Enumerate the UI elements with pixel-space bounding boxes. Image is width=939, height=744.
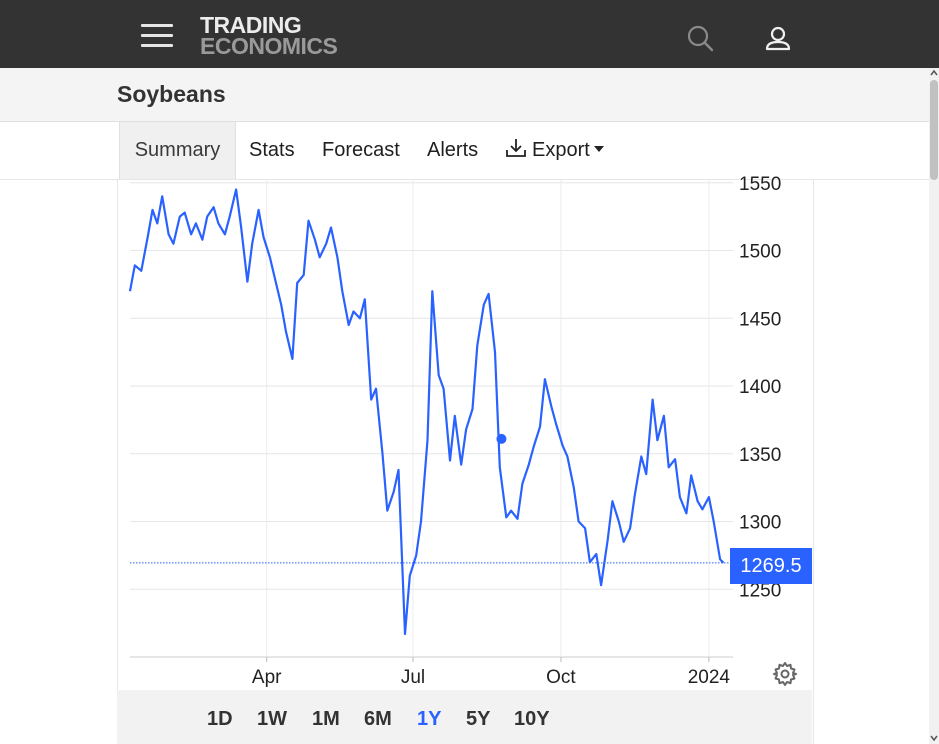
range-1w-button[interactable]: 1W [257,708,287,730]
tab-export-label: Export [532,139,590,161]
tab-alerts-label: Alerts [427,139,479,161]
page-title: Soybeans [117,81,226,107]
user-icon[interactable] [764,25,794,55]
range-5y-button[interactable]: 5Y [466,708,491,730]
range-1d-button[interactable]: 1D [207,708,233,730]
range-1m-button[interactable]: 1M [312,708,340,730]
scrollbar-thumb[interactable] [930,80,938,180]
range-10y-button[interactable]: 10Y [514,708,550,730]
logo-line-economics: ECONOMICS [200,33,338,59]
tab-stats-label: Stats [249,139,295,161]
search-icon[interactable] [686,24,716,54]
tab-export[interactable]: Export [505,122,604,179]
last-price-label: 1269.5 [730,548,812,584]
site-logo[interactable]: TRADING ECONOMICS [200,12,338,59]
hamburger-menu-icon[interactable] [141,24,173,48]
tab-summary-label: Summary [134,139,221,161]
top-navigation-bar: TRADING ECONOMICS [0,0,939,68]
scroll-up-icon[interactable] [929,68,939,78]
range-6m-button[interactable]: 6M [364,708,392,730]
tab-summary[interactable]: Summary [119,122,236,179]
chart-panel[interactable] [117,180,814,744]
scroll-down-icon[interactable] [929,732,939,744]
download-icon [506,139,526,157]
title-bar: Soybeans [0,68,929,122]
range-1y-button[interactable]: 1Y [417,708,442,730]
page-scrollbar[interactable] [929,68,939,744]
right-whitespace [812,180,929,744]
tab-bar: Summary Stats Forecast Alerts Export [0,122,929,180]
gear-icon[interactable] [772,661,798,687]
tab-alerts[interactable]: Alerts [427,122,478,179]
tab-stats[interactable]: Stats [249,122,295,179]
tab-forecast-label: Forecast [322,139,400,161]
logo-line-trading: TRADING [200,12,302,38]
range-selector: 1D 1W 1M 6M 1Y 5Y 10Y [117,690,812,744]
tab-forecast[interactable]: Forecast [322,122,400,179]
chevron-down-icon [593,146,604,153]
